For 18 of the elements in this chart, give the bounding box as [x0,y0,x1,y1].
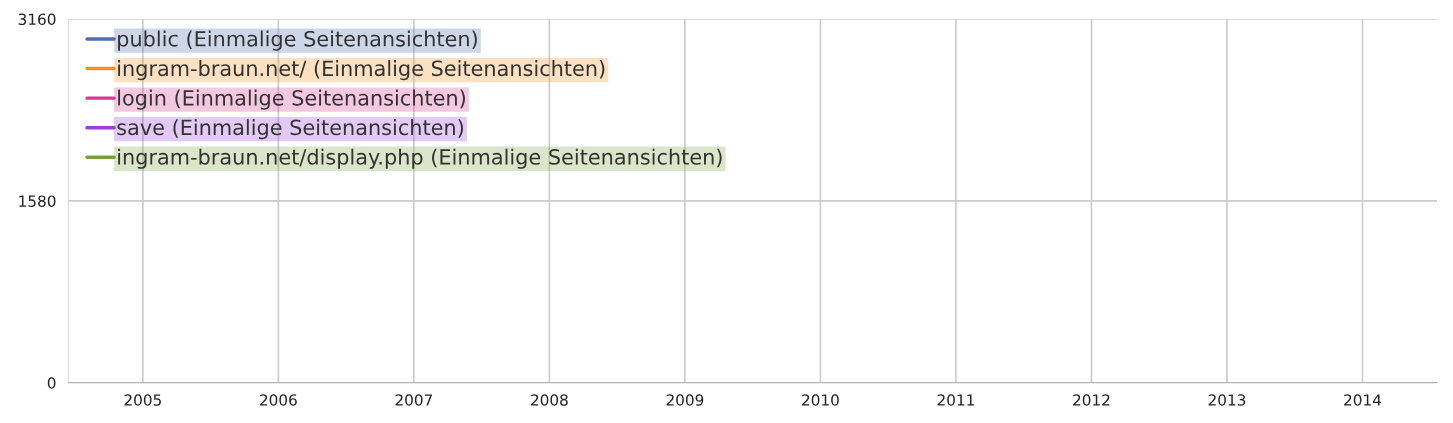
x-tick-label: 2011 [937,394,974,406]
x-tick-label: 2012 [1073,394,1110,406]
legend-label: ingram-braun.net/ (Einmalige Seitenansichten) [118,60,605,81]
x-tick-label: 2009 [666,394,704,406]
legend-label: save (Einmalige Seitenansichten) [117,119,463,140]
x-tick-label: 2013 [1208,394,1246,406]
legend-label: login (Einmalige Seitenansichten) [118,89,465,110]
x-tick-label: 2010 [802,394,839,406]
y-tick-label: 1580 [19,195,56,207]
x-tick-label: 2014 [1344,394,1382,406]
legend-label: ingram-braun.net/display.php (Einmalige Seitenansichten) [118,148,722,169]
x-tick-label: 2007 [395,394,432,406]
legend-label: public (Einmalige Seitenansichten) [118,30,477,51]
y-tick-label: 3160 [18,13,56,26]
x-tick-label: 2008 [531,394,568,406]
x-tick-label: 2006 [260,394,297,406]
x-tick-label: 2005 [124,394,161,406]
y-tick-label: 0 [47,377,56,389]
